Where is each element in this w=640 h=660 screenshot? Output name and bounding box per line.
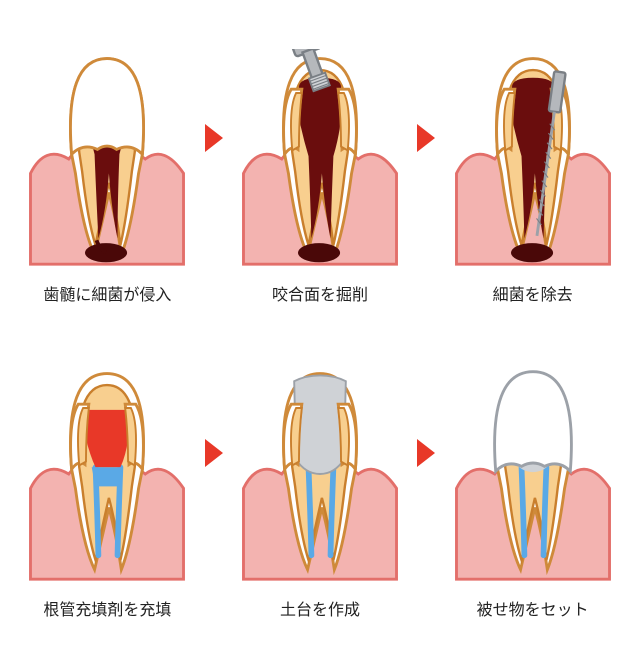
tooth-crowned-icon	[448, 364, 618, 584]
step-3: 細菌を除去	[435, 20, 630, 305]
step-4: 根管充填剤を充填	[10, 335, 205, 620]
arrow-3	[205, 335, 223, 620]
tooth-core-icon	[235, 364, 405, 584]
arrow-2	[417, 20, 435, 305]
tooth-filled-icon	[22, 364, 192, 584]
step-2-caption: 咬合面を掘削	[272, 281, 368, 305]
step-1: 歯髄に細菌が侵入	[10, 20, 205, 305]
arrow-4	[417, 335, 435, 620]
step-1-caption: 歯髄に細菌が侵入	[43, 281, 171, 305]
step-6-caption: 被せ物をセット	[477, 596, 589, 620]
procedure-grid: 歯髄に細菌が侵入 咬合面を掘削 細菌を除去	[10, 20, 630, 620]
step-5-caption: 土台を作成	[280, 596, 360, 620]
step-3-caption: 細菌を除去	[493, 281, 573, 305]
tooth-infected-icon	[22, 49, 192, 269]
arrow-1	[205, 20, 223, 305]
step-4-caption: 根管充填剤を充填	[43, 596, 171, 620]
tooth-cleaning-icon	[448, 49, 618, 269]
step-6: 被せ物をセット	[435, 335, 630, 620]
step-2: 咬合面を掘削	[223, 20, 418, 305]
tooth-drilling-icon	[235, 49, 405, 269]
step-5: 土台を作成	[223, 335, 418, 620]
